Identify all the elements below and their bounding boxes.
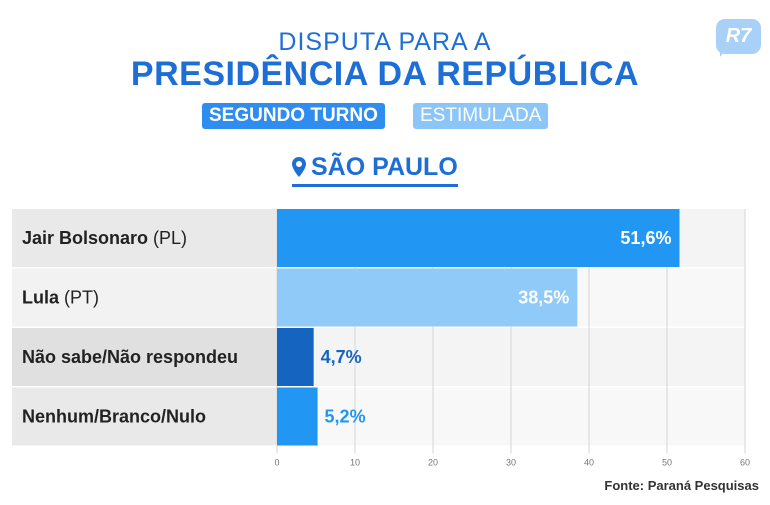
row-label-background [12,328,277,386]
chart-title: PRESIDÊNCIA DA REPÚBLICA [130,55,640,93]
state-name: SÃO PAULO [311,152,458,181]
x-tick-label: 40 [584,458,594,468]
category-label: Não sabe/Não respondeu [22,347,238,367]
value-label: 38,5% [518,288,569,308]
x-tick-label: 30 [506,458,516,468]
category-label: Jair Bolsonaro (PL) [22,228,187,248]
x-tick-label: 50 [662,458,672,468]
category-label: Lula (PT) [22,288,99,308]
round-badge: SEGUNDO TURNO [202,103,385,129]
x-tick-label: 60 [740,458,750,468]
row-label-background [12,209,277,267]
x-tick-label: 10 [350,458,360,468]
bar [277,387,318,446]
value-label: 5,2% [325,407,366,427]
location-pin-icon [292,157,306,177]
bar [277,328,314,386]
row-label-background [12,268,277,327]
category-label: Nenhum/Branco/Nulo [22,407,206,427]
x-tick-label: 20 [428,458,438,468]
value-label: 4,7% [321,347,362,367]
chart-title-line1: DISPUTA PARA A [278,28,492,56]
poll-mode-badge: ESTIMULADA [413,103,549,129]
bar [277,268,578,327]
value-label: 51,6% [620,228,671,248]
r7-logo-tail [720,48,727,57]
source-note: Fonte: Paraná Pesquisas [604,478,759,493]
bar [277,209,680,267]
x-tick-label: 0 [274,458,279,468]
state-label: SÃO PAULO [292,150,458,187]
row-label-background [12,387,277,446]
